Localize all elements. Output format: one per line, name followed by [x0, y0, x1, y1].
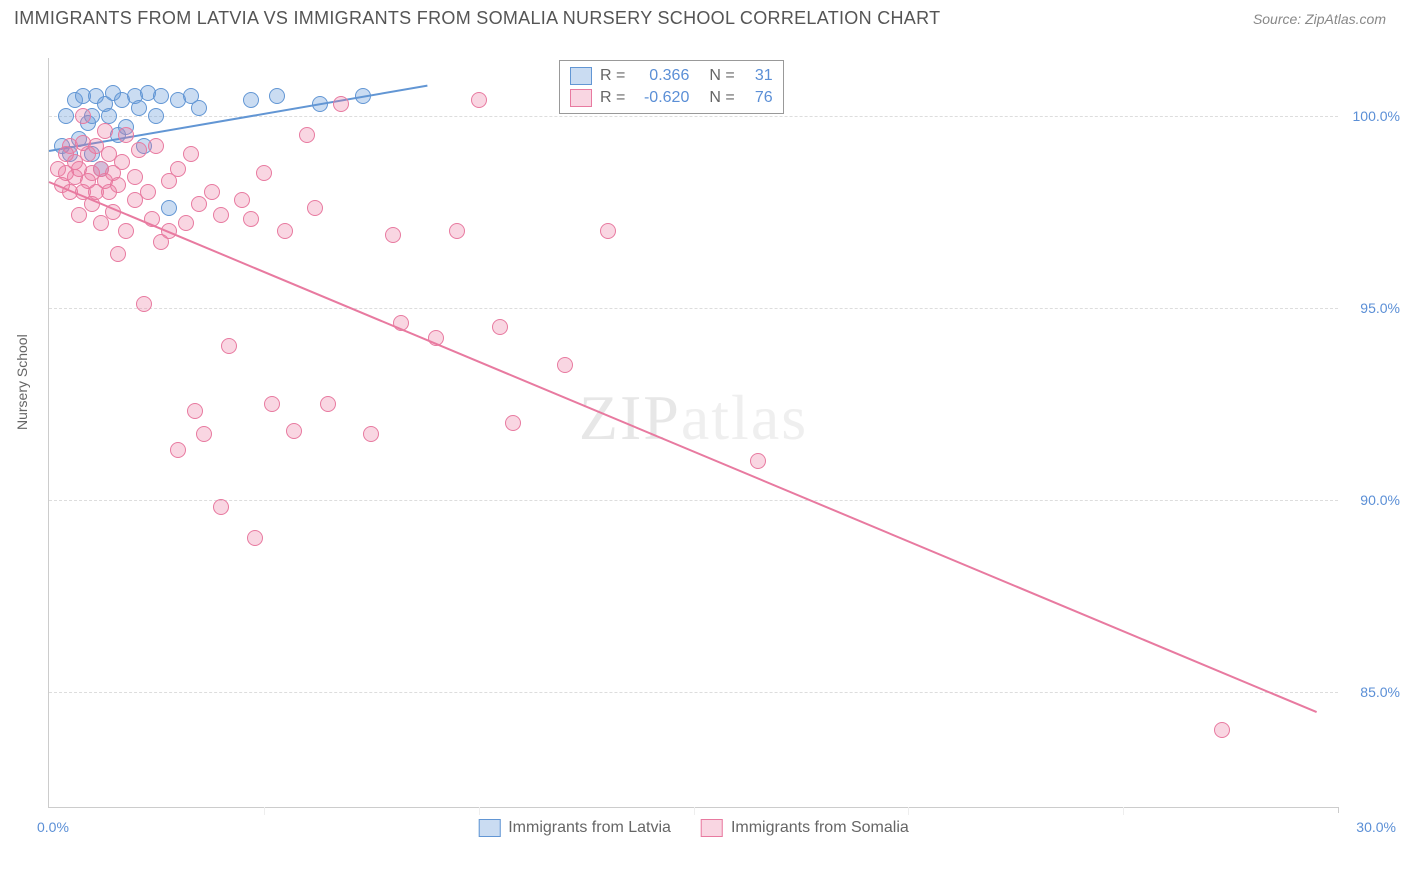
x-axis-max-label: 30.0%	[1356, 819, 1396, 835]
gridline-vertical	[264, 807, 265, 815]
data-point-somalia	[471, 92, 487, 108]
data-point-latvia	[101, 108, 117, 124]
legend-item-latvia: Immigrants from Latvia	[478, 819, 671, 837]
x-tick-mark	[1338, 807, 1339, 813]
n-label: N =	[709, 67, 734, 85]
data-point-somalia	[170, 442, 186, 458]
y-tick-label: 100.0%	[1353, 108, 1400, 124]
data-point-somalia	[213, 207, 229, 223]
data-point-somalia	[247, 530, 263, 546]
data-point-somalia	[221, 338, 237, 354]
data-point-somalia	[299, 127, 315, 143]
data-point-somalia	[97, 123, 113, 139]
series-name-somalia: Immigrants from Somalia	[731, 819, 909, 837]
data-point-somalia	[557, 357, 573, 373]
data-point-somalia	[110, 177, 126, 193]
data-point-somalia	[1214, 722, 1230, 738]
data-point-somalia	[170, 161, 186, 177]
gridline-horizontal	[49, 692, 1338, 693]
data-point-latvia	[58, 108, 74, 124]
gridline-vertical	[908, 807, 909, 815]
data-point-latvia	[148, 108, 164, 124]
data-point-somalia	[127, 169, 143, 185]
legend-row-latvia: R = 0.366 N = 31	[570, 65, 773, 87]
data-point-somalia	[243, 211, 259, 227]
data-point-somalia	[492, 319, 508, 335]
data-point-somalia	[363, 426, 379, 442]
data-point-somalia	[320, 396, 336, 412]
data-point-latvia	[153, 88, 169, 104]
data-point-somalia	[333, 96, 349, 112]
swatch-somalia	[570, 89, 592, 107]
gridline-horizontal	[49, 308, 1338, 309]
series-legend: Immigrants from Latvia Immigrants from S…	[478, 819, 909, 837]
gridline-horizontal	[49, 500, 1338, 501]
gridline-vertical	[479, 807, 480, 815]
x-axis-min-label: 0.0%	[37, 819, 69, 835]
data-point-latvia	[131, 100, 147, 116]
data-point-somalia	[449, 223, 465, 239]
n-value-latvia: 31	[743, 67, 773, 85]
n-value-somalia: 76	[743, 89, 773, 107]
data-point-somalia	[136, 296, 152, 312]
data-point-somalia	[93, 215, 109, 231]
data-point-somalia	[277, 223, 293, 239]
legend-item-somalia: Immigrants from Somalia	[701, 819, 909, 837]
watermark-bold: ZIP	[579, 382, 681, 453]
r-label: R =	[600, 89, 625, 107]
swatch-latvia	[570, 67, 592, 85]
data-point-somalia	[131, 142, 147, 158]
y-tick-label: 90.0%	[1360, 492, 1400, 508]
trend-line-somalia	[49, 181, 1317, 713]
source-attribution: Source: ZipAtlas.com	[1253, 11, 1386, 27]
data-point-somalia	[183, 146, 199, 162]
data-point-somalia	[234, 192, 250, 208]
r-value-latvia: 0.366	[633, 67, 689, 85]
n-label: N =	[709, 89, 734, 107]
data-point-somalia	[196, 426, 212, 442]
data-point-somalia	[148, 138, 164, 154]
scatter-plot-area: ZIPatlas R = 0.366 N = 31 R = -0.620 N =…	[48, 58, 1338, 808]
y-axis-label: Nursery School	[14, 334, 30, 430]
legend-row-somalia: R = -0.620 N = 76	[570, 87, 773, 109]
data-point-somalia	[505, 415, 521, 431]
data-point-somalia	[187, 403, 203, 419]
watermark-light: atlas	[681, 382, 808, 453]
gridline-vertical	[694, 807, 695, 815]
data-point-somalia	[118, 223, 134, 239]
data-point-somalia	[385, 227, 401, 243]
r-value-somalia: -0.620	[633, 89, 689, 107]
data-point-somalia	[204, 184, 220, 200]
swatch-latvia	[478, 819, 500, 837]
data-point-somalia	[191, 196, 207, 212]
series-name-latvia: Immigrants from Latvia	[508, 819, 671, 837]
data-point-latvia	[269, 88, 285, 104]
data-point-somalia	[286, 423, 302, 439]
data-point-latvia	[161, 200, 177, 216]
data-point-somalia	[140, 184, 156, 200]
data-point-somalia	[110, 246, 126, 262]
y-tick-label: 85.0%	[1360, 684, 1400, 700]
data-point-latvia	[191, 100, 207, 116]
data-point-somalia	[256, 165, 272, 181]
r-label: R =	[600, 67, 625, 85]
data-point-somalia	[71, 207, 87, 223]
data-point-somalia	[750, 453, 766, 469]
data-point-somalia	[264, 396, 280, 412]
y-tick-label: 95.0%	[1360, 300, 1400, 316]
swatch-somalia	[701, 819, 723, 837]
data-point-somalia	[307, 200, 323, 216]
data-point-somalia	[75, 108, 91, 124]
data-point-somalia	[600, 223, 616, 239]
data-point-somalia	[118, 127, 134, 143]
data-point-latvia	[243, 92, 259, 108]
gridline-vertical	[1123, 807, 1124, 815]
correlation-legend: R = 0.366 N = 31 R = -0.620 N = 76	[559, 60, 784, 114]
data-point-somalia	[213, 499, 229, 515]
data-point-somalia	[114, 154, 130, 170]
chart-title: IMMIGRANTS FROM LATVIA VS IMMIGRANTS FRO…	[14, 8, 940, 29]
data-point-somalia	[178, 215, 194, 231]
